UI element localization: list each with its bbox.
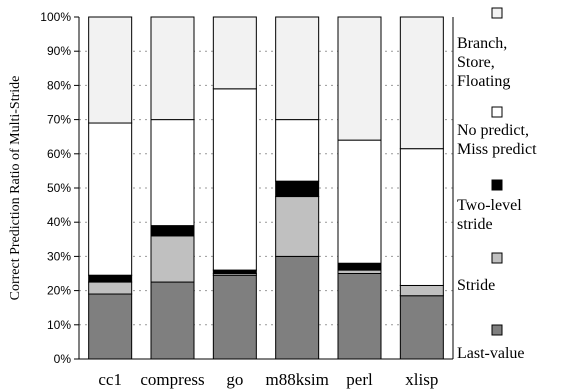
bar-segment-3-4	[275, 16, 320, 121]
x-axis-categories: cc1 compress go m88ksim perl xlisp	[98, 370, 438, 389]
bar-segment-2-0	[212, 274, 257, 360]
bar-segment-4-2	[337, 262, 382, 271]
bar-segment-5-1	[399, 284, 444, 297]
y-tick-label: 60%	[47, 147, 71, 161]
bar-segment-3-1	[275, 196, 320, 257]
bar-segment-2-4	[212, 16, 257, 90]
legend-label: Stride	[457, 277, 495, 294]
legend-label: Miss predict	[457, 141, 537, 158]
x-category-label: m88ksim	[266, 370, 329, 389]
x-category-label: go	[226, 370, 243, 389]
legend: Branch, Store, Floating No predict, Miss pre…	[457, 7, 537, 362]
y-tick-label: 30%	[47, 249, 71, 263]
y-tick-label: 10%	[47, 318, 71, 332]
bar-segment-0-1	[88, 281, 133, 295]
bar-segment-4-1	[337, 269, 382, 274]
gridlines	[79, 50, 453, 326]
legend-label: Last-value	[457, 345, 525, 362]
bar-segment-3-3	[275, 119, 320, 182]
legend-swatch	[491, 179, 503, 191]
y-tick-label: 50%	[47, 181, 71, 195]
bar-segment-2-2	[212, 269, 257, 274]
bar-segment-4-0	[337, 273, 382, 360]
bar-segment-2-3	[212, 88, 257, 271]
bar-segment-0-2	[88, 274, 133, 283]
y-tick-label: 0%	[54, 352, 72, 366]
bar-segment-0-4	[88, 16, 133, 124]
legend-swatch	[491, 252, 503, 264]
bar-segment-0-3	[88, 122, 133, 276]
plot-frame	[78, 17, 454, 360]
bar-segment-1-0	[150, 281, 195, 360]
bar-segment-1-1	[150, 235, 195, 283]
legend-swatch	[491, 324, 503, 336]
y-tick-label: 70%	[47, 113, 71, 127]
legend-swatch	[491, 106, 503, 118]
bar-segment-4-3	[337, 139, 382, 264]
x-category-label: compress	[140, 370, 204, 389]
bar-segment-4-4	[337, 16, 382, 141]
y-tick-label: 90%	[47, 44, 71, 58]
y-tick-label: 40%	[47, 215, 71, 229]
bar-segment-5-3	[399, 148, 444, 286]
bar-segment-0-0	[88, 293, 133, 360]
bars	[88, 16, 444, 360]
y-tick-label: 20%	[47, 284, 71, 298]
bar-segment-3-2	[275, 180, 320, 198]
legend-label: Two-level	[457, 197, 522, 214]
bar-segment-1-3	[150, 119, 195, 227]
legend-swatch	[491, 7, 503, 19]
bar-segment-1-4	[150, 16, 195, 121]
legend-label: Branch,	[457, 35, 507, 52]
x-category-label: xlisp	[405, 370, 438, 389]
x-category-label: perl	[346, 370, 373, 389]
bar-segment-5-4	[399, 16, 444, 150]
y-tick-label: 80%	[47, 78, 71, 92]
bar-segment-3-0	[275, 255, 320, 360]
y-axis-label: Correct Prediction Ratio of Multi-Stride	[8, 76, 23, 301]
bar-segment-1-2	[150, 225, 195, 237]
legend-label: Floating	[457, 73, 510, 90]
y-tick-label: 100%	[40, 10, 71, 24]
legend-label: No predict,	[457, 122, 529, 139]
legend-label: stride	[457, 216, 493, 233]
bar-segment-5-0	[399, 295, 444, 360]
x-category-label: cc1	[98, 370, 122, 389]
legend-label: Store,	[457, 54, 495, 71]
y-axis-ticks: 0% 10% 20% 30% 40% 50% 60% 70% 80% 90% 100%	[40, 10, 79, 366]
